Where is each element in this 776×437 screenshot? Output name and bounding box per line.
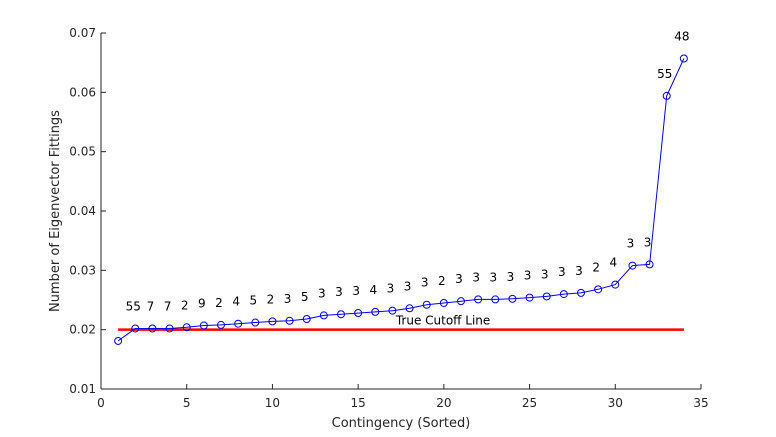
plot-area xyxy=(101,33,701,389)
data-point xyxy=(217,320,225,329)
point-label: 5 xyxy=(301,290,309,304)
data-point xyxy=(371,307,380,316)
point-label: 55 xyxy=(657,67,672,81)
point-label: 3 xyxy=(352,284,360,298)
cutoff-line-label: True Cutoff Line xyxy=(395,314,490,328)
x-axis-label: Contingency (Sorted) xyxy=(332,416,471,431)
data-point xyxy=(199,321,208,330)
point-label: 3 xyxy=(387,282,395,296)
point-label: 3 xyxy=(472,270,480,284)
point-label: 4 xyxy=(609,256,617,270)
y-tick-label: 0.03 xyxy=(69,263,96,277)
point-label: 9 xyxy=(198,297,206,311)
x-tick-label: 0 xyxy=(97,396,105,410)
point-label: 3 xyxy=(558,265,566,279)
data-point xyxy=(131,324,140,333)
data-point xyxy=(319,311,328,320)
point-label: 4 xyxy=(369,283,377,297)
data-point xyxy=(302,314,311,323)
point-label: 3 xyxy=(507,270,515,284)
point-label: 3 xyxy=(644,235,652,249)
point-label: 2 xyxy=(438,274,446,288)
point-label: 3 xyxy=(489,270,497,284)
point-label: 2 xyxy=(181,298,189,312)
point-label: 3 xyxy=(575,264,583,278)
data-point xyxy=(337,310,345,319)
point-label: 5 xyxy=(249,294,257,308)
series-group xyxy=(114,54,688,345)
data-point xyxy=(542,292,551,301)
data-point xyxy=(114,336,123,345)
point-label: 3 xyxy=(335,285,343,299)
data-point xyxy=(354,309,363,318)
data-point xyxy=(182,323,191,332)
point-label: 4 xyxy=(232,295,240,309)
x-tick-label: 20 xyxy=(436,396,451,410)
data-point xyxy=(611,280,620,289)
point-label: 3 xyxy=(627,237,635,251)
y-tick-label: 0.05 xyxy=(69,145,96,159)
data-point xyxy=(508,294,517,303)
data-point xyxy=(679,54,688,63)
point-label: 2 xyxy=(267,292,275,306)
point-label: 3 xyxy=(524,269,532,283)
x-tick-label: 15 xyxy=(351,396,366,410)
point-label: 3 xyxy=(284,292,292,306)
data-point xyxy=(422,300,431,309)
data-point xyxy=(165,324,174,333)
point-label: 3 xyxy=(421,276,429,290)
data-point xyxy=(645,260,654,269)
plot-background xyxy=(101,33,701,389)
point-label: 3 xyxy=(318,286,326,300)
point-label: 3 xyxy=(541,267,549,281)
data-point xyxy=(439,298,448,307)
data-point xyxy=(457,297,465,306)
data-point xyxy=(234,319,243,328)
point-label: 2 xyxy=(592,260,600,274)
y-tick-label: 0.02 xyxy=(69,323,96,337)
point-label: 3 xyxy=(455,272,463,286)
x-tick-label: 25 xyxy=(522,396,537,410)
data-point xyxy=(474,295,483,304)
y-tick-label: 0.04 xyxy=(69,204,96,218)
x-tick-label: 35 xyxy=(693,396,708,410)
y-tick-label: 0.07 xyxy=(69,26,96,40)
point-label: 3 xyxy=(404,279,412,293)
data-point xyxy=(251,318,260,327)
axes-group: 0 5 10 15 20 25 30 350.010.020.030.040.050.060.… xyxy=(69,26,708,410)
y-axis-label: Number of Eigenvector Fittings xyxy=(48,110,63,312)
data-point xyxy=(491,295,500,304)
y-tick-label: 0.06 xyxy=(69,85,96,99)
data-point xyxy=(148,324,157,333)
point-label: 2 xyxy=(215,296,223,310)
x-tick-label: 10 xyxy=(265,396,280,410)
data-point xyxy=(662,91,671,100)
point-label: 55 xyxy=(126,299,141,313)
data-point xyxy=(525,293,534,302)
x-tick-label: 30 xyxy=(608,396,623,410)
point-label: 48 xyxy=(674,30,689,44)
data-point xyxy=(577,288,585,297)
data-point xyxy=(559,290,568,299)
x-tick-label: 5 xyxy=(183,396,191,410)
data-point xyxy=(405,304,414,313)
point-label: 7 xyxy=(147,299,155,313)
data-point xyxy=(268,317,277,326)
data-point xyxy=(628,261,637,270)
data-point xyxy=(388,306,397,315)
data-point xyxy=(285,316,294,325)
point-label: 7 xyxy=(164,299,172,313)
series-line xyxy=(117,58,685,342)
data-point xyxy=(594,285,603,294)
y-tick-label: 0.01 xyxy=(69,382,96,396)
